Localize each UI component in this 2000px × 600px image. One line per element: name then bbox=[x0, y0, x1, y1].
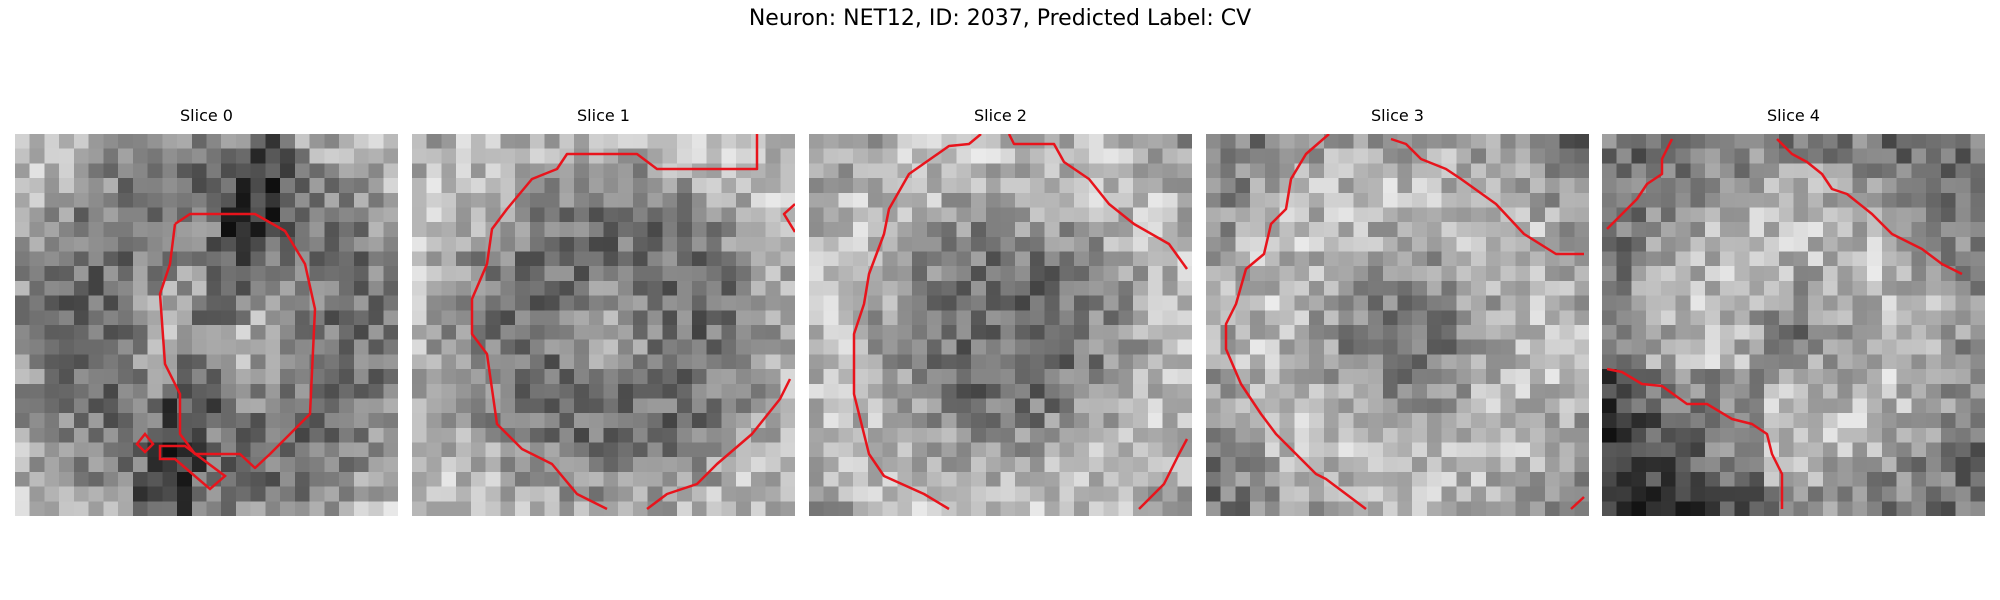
segmentation-contour-3 bbox=[1224, 134, 1585, 510]
slice-panel-3: Slice 3 bbox=[1206, 106, 1589, 516]
slice-panel-4: Slice 4 bbox=[1602, 106, 1985, 516]
slice-image-2 bbox=[809, 134, 1192, 516]
segmentation-contour-2 bbox=[852, 134, 1189, 511]
slice-image-4 bbox=[1602, 134, 1985, 516]
slice-title-1: Slice 1 bbox=[577, 106, 630, 125]
slice-image-0 bbox=[15, 134, 398, 516]
slice-title-2: Slice 2 bbox=[974, 106, 1027, 125]
segmentation-contour-1 bbox=[470, 134, 795, 511]
segmentation-contour-4 bbox=[1606, 138, 1963, 509]
slice-panel-0: Slice 0 bbox=[15, 106, 398, 516]
slice-title-3: Slice 3 bbox=[1371, 106, 1424, 125]
figure-title: Neuron: NET12, ID: 2037, Predicted Label… bbox=[748, 6, 1252, 31]
slice-title-0: Slice 0 bbox=[180, 106, 233, 125]
slice-title-4: Slice 4 bbox=[1767, 106, 1820, 125]
slice-image-3 bbox=[1206, 134, 1589, 516]
slice-panel-2: Slice 2 bbox=[809, 106, 1192, 516]
segmentation-contour-0 bbox=[135, 212, 317, 491]
slice-panel-1: Slice 1 bbox=[412, 106, 795, 516]
